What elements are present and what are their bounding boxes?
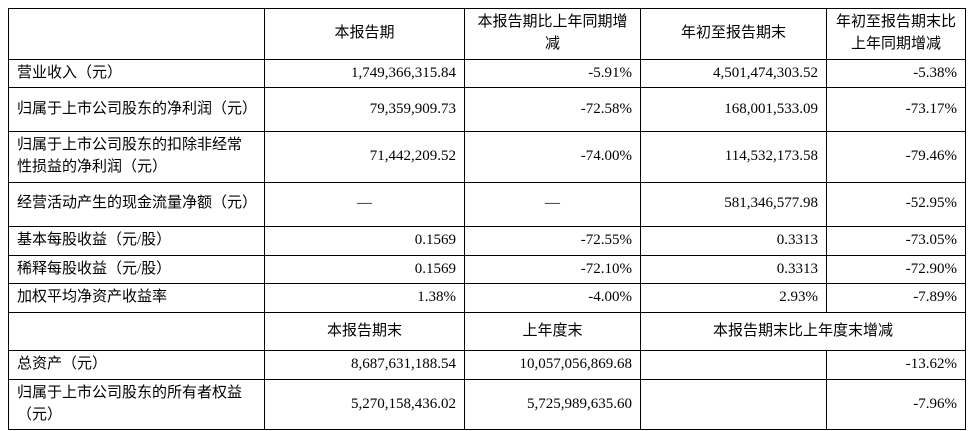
row-label: 稀释每股收益（元/股） <box>8 254 265 285</box>
yoy-change-value: -72.58% <box>464 87 641 133</box>
period-end-value: 8,687,631,188.54 <box>264 350 465 380</box>
change-value: -13.62% <box>826 350 966 380</box>
header-period-end: 本报告期末 <box>264 312 465 351</box>
ytd-yoy-change-value: -5.38% <box>826 58 966 89</box>
ytd-yoy-change-value: -72.90% <box>826 254 966 285</box>
header-current-period: 本报告期 <box>264 8 465 60</box>
ytd-yoy-change-value: -73.17% <box>826 87 966 133</box>
table-row-net-profit: 归属于上市公司股东的净利润（元） 79,359,909.73 -72.58% 1… <box>8 87 966 133</box>
yoy-change-value: -74.00% <box>464 131 641 183</box>
row-label: 经营活动产生的现金流量净额（元） <box>8 181 265 227</box>
prev-year-end-value: 5,725,989,635.60 <box>464 378 641 431</box>
section2-header-row: 本报告期末 上年度末 本报告期末比上年度末增减 <box>8 312 966 351</box>
header-yoy-change: 本报告期比上年同期增减 <box>464 8 641 60</box>
change-value: -7.96% <box>826 378 966 431</box>
current-period-value: 79,359,909.73 <box>264 87 465 133</box>
blank-cell <box>640 350 827 380</box>
yoy-change-value: -5.91% <box>464 58 641 89</box>
prev-year-end-value: 10,057,056,869.68 <box>464 350 641 380</box>
current-period-value: 1.38% <box>264 283 465 313</box>
row-label: 总资产（元） <box>8 350 265 380</box>
ytd-value: 581,346,577.98 <box>640 181 827 227</box>
financial-summary-table: 本报告期 本报告期比上年同期增减 年初至报告期末 年初至报告期末比上年同期增减 … <box>8 8 966 431</box>
ytd-yoy-change-value: -52.95% <box>826 181 966 227</box>
table-row-diluted-eps: 稀释每股收益（元/股） 0.1569 -72.10% 0.3313 -72.90… <box>8 254 966 285</box>
section1-header-row: 本报告期 本报告期比上年同期增减 年初至报告期末 年初至报告期末比上年同期增减 <box>8 8 966 60</box>
table-row-revenue: 营业收入（元） 1,749,366,315.84 -5.91% 4,501,47… <box>8 58 966 89</box>
current-period-value: 71,442,209.52 <box>264 131 465 183</box>
row-label: 归属于上市公司股东的所有者权益（元） <box>8 378 265 431</box>
ytd-value: 168,001,533.09 <box>640 87 827 133</box>
ytd-value: 0.3313 <box>640 225 827 256</box>
row-label: 基本每股收益（元/股） <box>8 225 265 256</box>
ytd-yoy-change-value: -79.46% <box>826 131 966 183</box>
blank-cell <box>640 378 827 431</box>
corner-cell <box>8 8 265 60</box>
header-ytd: 年初至报告期末 <box>640 8 827 60</box>
ytd-value: 114,532,173.58 <box>640 131 827 183</box>
row-label: 归属于上市公司股东的扣除非经常性损益的净利润（元） <box>8 131 265 183</box>
ytd-value: 4,501,474,303.52 <box>640 58 827 89</box>
current-period-value: — <box>264 181 465 227</box>
table-row-weighted-avg-roe: 加权平均净资产收益率 1.38% -4.00% 2.93% -7.89% <box>8 283 966 313</box>
yoy-change-value: -72.55% <box>464 225 641 256</box>
table-row-total-assets: 总资产（元） 8,687,631,188.54 10,057,056,869.6… <box>8 350 966 380</box>
row-label: 归属于上市公司股东的净利润（元） <box>8 87 265 133</box>
current-period-value: 1,749,366,315.84 <box>264 58 465 89</box>
table-row-net-profit-excl-nonrecurring: 归属于上市公司股东的扣除非经常性损益的净利润（元） 71,442,209.52 … <box>8 131 966 183</box>
yoy-change-value: -72.10% <box>464 254 641 285</box>
table-row-operating-cash-flow: 经营活动产生的现金流量净额（元） — — 581,346,577.98 -52.… <box>8 181 966 227</box>
period-end-value: 5,270,158,436.02 <box>264 378 465 431</box>
ytd-value: 2.93% <box>640 283 827 313</box>
header-prev-year-end: 上年度末 <box>464 312 641 351</box>
corner-cell <box>8 312 265 351</box>
yoy-change-value: -4.00% <box>464 283 641 313</box>
ytd-value: 0.3313 <box>640 254 827 285</box>
table-row-basic-eps: 基本每股收益（元/股） 0.1569 -72.55% 0.3313 -73.05… <box>8 225 966 256</box>
current-period-value: 0.1569 <box>264 225 465 256</box>
header-ytd-yoy-change: 年初至报告期末比上年同期增减 <box>826 8 966 60</box>
ytd-yoy-change-value: -73.05% <box>826 225 966 256</box>
row-label: 营业收入（元） <box>8 58 265 89</box>
current-period-value: 0.1569 <box>264 254 465 285</box>
row-label: 加权平均净资产收益率 <box>8 283 265 313</box>
table-row-owners-equity: 归属于上市公司股东的所有者权益（元） 5,270,158,436.02 5,72… <box>8 378 966 431</box>
yoy-change-value: — <box>464 181 641 227</box>
header-period-end-change: 本报告期末比上年度末增减 <box>640 312 966 351</box>
ytd-yoy-change-value: -7.89% <box>826 283 966 313</box>
